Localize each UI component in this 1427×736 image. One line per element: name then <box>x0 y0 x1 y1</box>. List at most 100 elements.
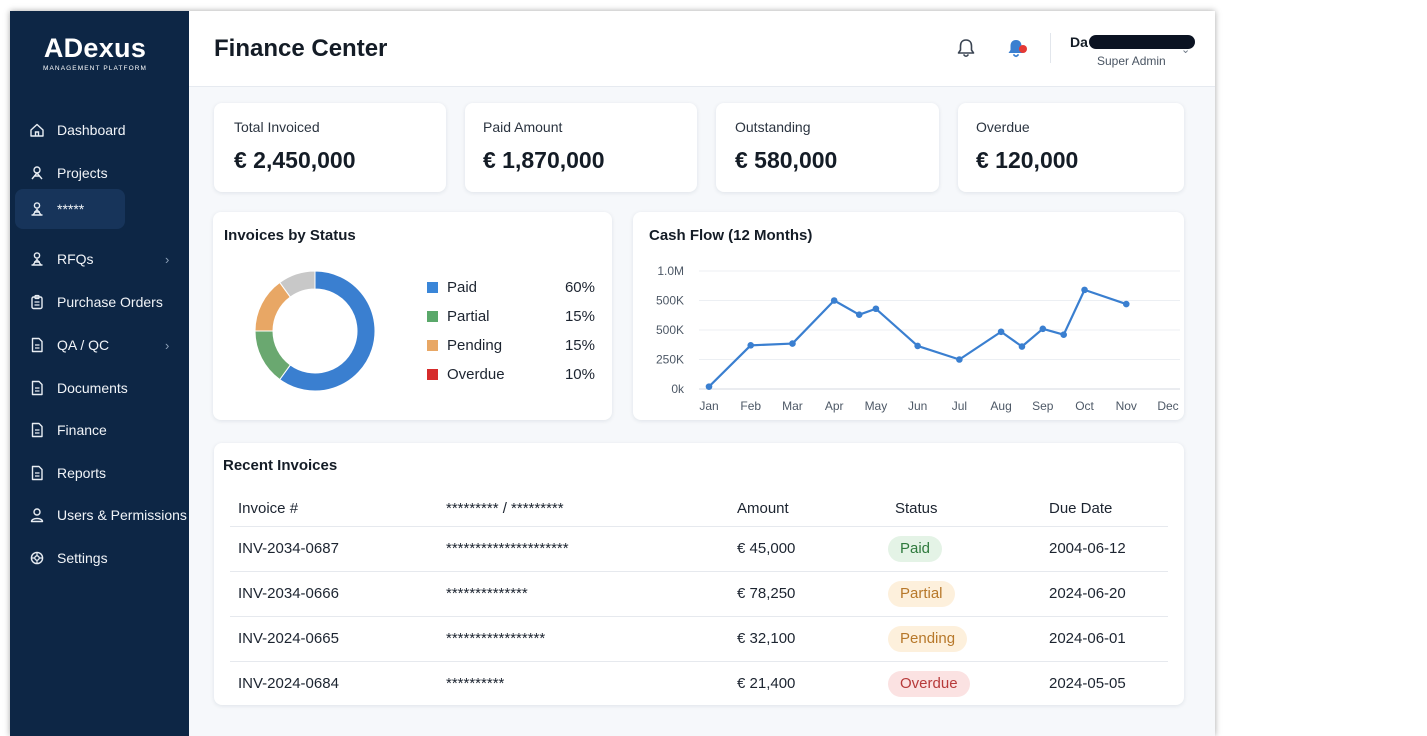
x-tick-label: Mar <box>782 399 803 413</box>
redacted-user-name <box>1089 35 1195 49</box>
legend-swatch <box>427 282 438 293</box>
data-point[interactable] <box>747 342 755 349</box>
kpi-value: € 2,450,000 <box>234 147 356 173</box>
legend-value: 15% <box>564 337 595 354</box>
data-point[interactable] <box>789 340 796 347</box>
chevron-down-icon[interactable]: ⌄ <box>1181 44 1191 56</box>
sidebar-item-document[interactable]: Documents <box>15 369 128 407</box>
sidebar-item-finance-document[interactable]: Finance <box>15 411 125 449</box>
x-tick-label: Feb <box>740 399 761 413</box>
data-point[interactable] <box>830 297 838 304</box>
legend-item-overdue: Overdue 10% <box>427 365 595 385</box>
column-header-invoice[interactable]: Invoice # <box>238 500 299 517</box>
sidebar-item-people[interactable]: ***** <box>15 189 125 229</box>
kpi-card-overdue: Overdue € 120,000 <box>958 103 1184 192</box>
x-tick-label: Jul <box>952 399 967 413</box>
sidebar-item-label: Documents <box>57 380 128 396</box>
sidebar-item-clipboard[interactable]: Purchase Orders <box>15 283 163 321</box>
y-tick-label: 250K <box>656 353 684 367</box>
donut-slice-partial[interactable] <box>254 330 292 381</box>
data-point[interactable] <box>872 305 880 313</box>
x-tick-label: Aug <box>990 399 1011 413</box>
sidebar-item-report[interactable]: Reports <box>15 454 125 492</box>
invoice-due-date: 2024-06-01 <box>1049 630 1126 647</box>
document-check-icon <box>31 337 43 353</box>
data-point[interactable] <box>1039 325 1047 333</box>
data-point[interactable] <box>1081 286 1088 294</box>
legend-swatch <box>427 369 438 380</box>
invoice-number[interactable]: INV-2034-0666 <box>238 585 339 602</box>
invoice-amount: € 78,250 <box>737 585 796 602</box>
sidebar-item-rfq[interactable]: RFQs › <box>15 240 169 278</box>
column-header-due-date[interactable]: Due Date <box>1049 500 1113 517</box>
status-badge: Pending <box>888 626 968 652</box>
page-title: Finance Center <box>214 35 388 62</box>
sidebar-item-gear[interactable]: Settings <box>15 539 125 577</box>
data-point[interactable] <box>956 356 963 363</box>
x-tick-label: Nov <box>1116 399 1137 413</box>
column-header-status[interactable]: Status <box>895 500 938 517</box>
user-role: Super Admin <box>1097 54 1166 68</box>
legend-label: Overdue <box>447 366 505 383</box>
data-point[interactable] <box>997 328 1005 336</box>
sidebar-item-user[interactable]: Users & Permissions <box>15 496 187 534</box>
sidebar-item-home[interactable]: Dashboard <box>15 111 126 149</box>
donut-slice-paid[interactable] <box>279 270 376 392</box>
x-tick-label: Dec <box>1157 399 1178 413</box>
top-bar: Finance Center <box>189 11 1215 87</box>
data-point[interactable] <box>1060 331 1067 339</box>
legend-value: 10% <box>564 366 595 383</box>
kpi-value: € 580,000 <box>735 147 838 173</box>
projects-icon <box>31 166 43 180</box>
data-point[interactable] <box>914 342 921 350</box>
sidebar-item-label: Finance <box>57 422 107 438</box>
sidebar-item-label: Projects <box>57 165 108 181</box>
y-tick-label: 500K <box>656 294 684 308</box>
table-row[interactable]: INV-2024-0684 ********** € 21,400 Overdue 20… <box>230 661 1168 706</box>
bell-icon[interactable] <box>955 37 977 59</box>
home-icon <box>30 123 44 137</box>
cash-flow-card: Cash Flow (12 Months) 0k 250K 500K 500K 1.0M… <box>633 212 1184 420</box>
kpi-label: Outstanding <box>735 119 811 135</box>
table-row[interactable]: INV-2034-0687 ********************* € 45,0… <box>230 526 1168 571</box>
kpi-card-paid-amount: Paid Amount € 1,870,000 <box>465 103 697 192</box>
kpi-label: Paid Amount <box>483 119 563 135</box>
brand-logo[interactable]: ADexus MANAGEMENT PLATFORM <box>20 33 170 73</box>
cash-flow-line <box>708 288 1127 388</box>
kpi-value: € 1,870,000 <box>483 147 605 173</box>
data-point[interactable] <box>855 311 863 318</box>
column-header-amount[interactable]: Amount <box>737 500 789 517</box>
invoice-number[interactable]: INV-2024-0684 <box>238 675 339 692</box>
legend-item-pending: Pending 15% <box>427 336 595 356</box>
data-point[interactable] <box>1122 300 1130 308</box>
chart-title: Cash Flow (12 Months) <box>649 227 813 244</box>
donut-slice-overdue[interactable] <box>279 270 316 298</box>
table-title: Recent Invoices <box>223 457 338 474</box>
sidebar-item-projects[interactable]: Projects <box>15 154 125 192</box>
invoice-number[interactable]: INV-2034-0687 <box>238 540 339 557</box>
invoice-due-date: 2024-05-05 <box>1049 675 1126 692</box>
invoices-by-status-card: Invoices by Status Paid 60% Partial 15% Pend… <box>213 212 612 420</box>
column-header-party[interactable]: ********* / ********* <box>446 500 564 517</box>
brand-tagline: MANAGEMENT PLATFORM <box>42 65 148 72</box>
table-row[interactable]: INV-2024-0665 ***************** € 32,100 Pe… <box>230 616 1168 661</box>
status-badge: Partial <box>888 581 955 607</box>
people-icon <box>31 202 43 216</box>
user-name[interactable]: Da <box>1070 34 1088 50</box>
rfq-icon <box>31 252 43 266</box>
legend-swatch <box>427 340 438 351</box>
invoice-number[interactable]: INV-2024-0665 <box>238 630 339 647</box>
data-point[interactable] <box>705 383 713 390</box>
invoice-amount: € 32,100 <box>737 630 796 647</box>
kpi-label: Total Invoiced <box>234 119 320 135</box>
sidebar-item-document-check[interactable]: QA / QC › <box>15 326 169 364</box>
data-point[interactable] <box>1018 343 1026 350</box>
table-row[interactable]: INV-2034-0666 ************** € 78,250 Parti… <box>230 571 1168 616</box>
legend-label: Pending <box>447 337 503 354</box>
gear-icon <box>30 551 44 565</box>
report-icon <box>31 465 43 481</box>
legend-label: Paid <box>447 279 478 296</box>
y-tick-label: 0k <box>671 382 685 396</box>
sidebar-item-label: Users & Permissions <box>57 507 187 523</box>
legend-value: 15% <box>564 308 595 325</box>
